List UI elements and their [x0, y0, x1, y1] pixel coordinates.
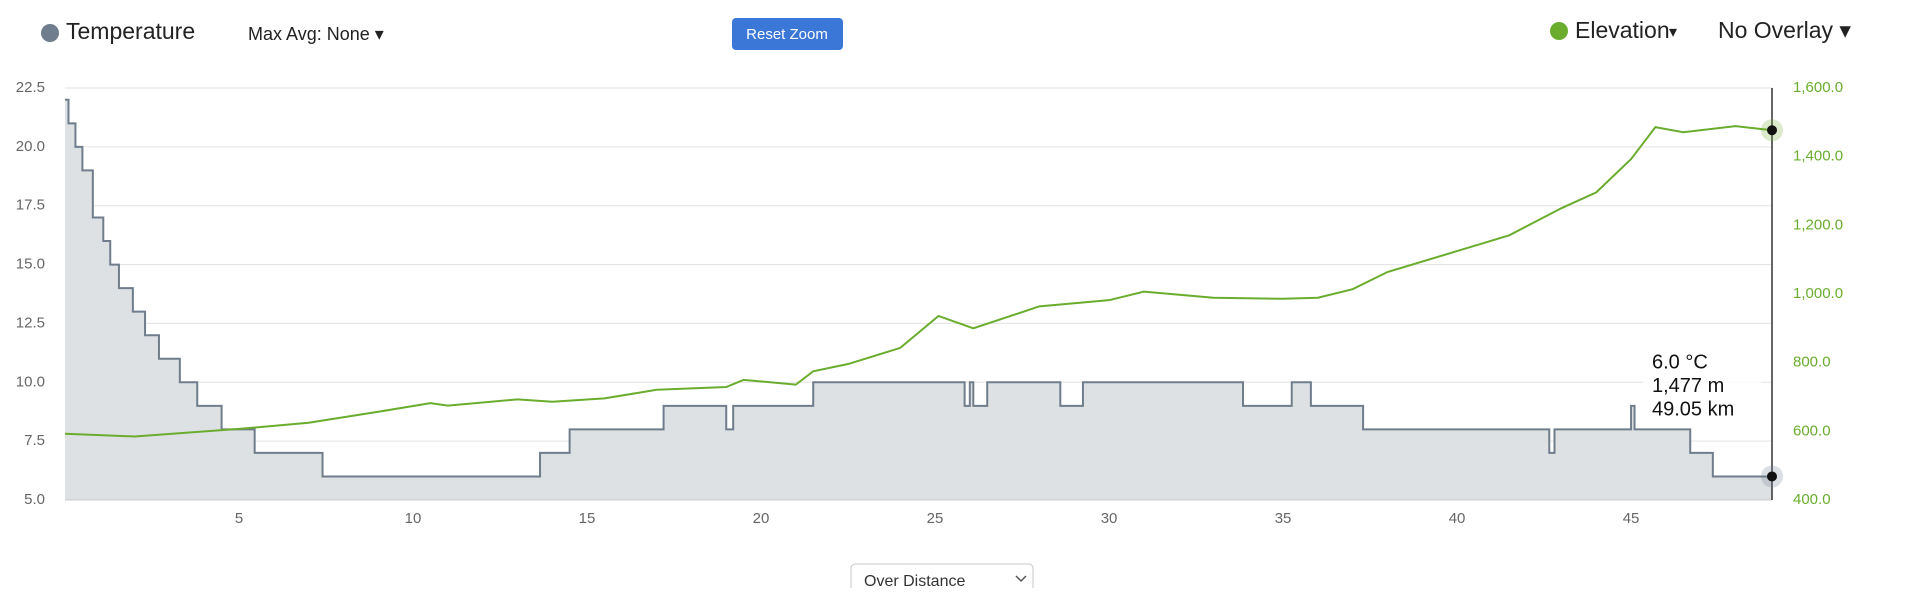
- x-tick-label: 15: [579, 510, 596, 527]
- y2-tick-label: 400.0: [1793, 491, 1831, 508]
- tooltip-bg: [1643, 345, 1761, 427]
- x-tick-label: 5: [235, 510, 243, 527]
- legend-marker: [41, 24, 59, 42]
- line: [65, 98, 1772, 478]
- line: [64, 125, 1773, 438]
- y-tick-label: 10.0: [16, 373, 45, 390]
- overlay-menu[interactable]: No Overlay ▾: [1718, 17, 1851, 43]
- mode-select-label[interactable]: Over Distance: [864, 573, 965, 590]
- legend-label[interactable]: Elevation: [1575, 17, 1670, 43]
- y2-tick-label: 800.0: [1793, 354, 1831, 371]
- tooltip-line: 6.0 °C: [1652, 351, 1708, 373]
- y-tick-label: 20.0: [16, 138, 45, 155]
- hover-point: [1767, 471, 1777, 482]
- x-tick-label: 35: [1275, 510, 1292, 527]
- legend-marker: [1550, 22, 1568, 40]
- mode-select[interactable]: [850, 563, 1034, 593]
- y-tick-label: 22.5: [16, 79, 45, 96]
- y2-tick-label: 1,000.0: [1793, 285, 1843, 302]
- select-arrow: [1015, 575, 1027, 583]
- y2-tick-label: 1,600.0: [1793, 79, 1843, 96]
- legend-label[interactable]: Temperature: [66, 18, 195, 44]
- area: [65, 99, 1772, 501]
- x-tick-label: 30: [1101, 510, 1118, 527]
- tooltip-line: 1,477 m: [1652, 375, 1724, 397]
- y-tick-label: 17.5: [16, 197, 45, 214]
- y-tick-label: 5.0: [24, 491, 45, 508]
- x-tick-label: 40: [1449, 510, 1466, 527]
- x-tick-label: 25: [927, 510, 944, 527]
- max-avg-menu[interactable]: Max Avg: None ▾: [248, 24, 384, 44]
- y2-tick-label: 1,200.0: [1793, 216, 1843, 233]
- y-tick-label: 7.5: [24, 432, 45, 449]
- y2-tick-label: 600.0: [1793, 422, 1831, 439]
- tooltip-line: 49.05 km: [1652, 398, 1734, 420]
- elevation-menu-arrow[interactable]: ▾: [1669, 24, 1677, 41]
- y2-tick-label: 1,400.0: [1793, 148, 1843, 165]
- reset-zoom-label[interactable]: Reset Zoom: [746, 26, 828, 43]
- x-tick-label: 20: [753, 510, 770, 527]
- hover-point: [1767, 125, 1777, 136]
- y-tick-label: 15.0: [16, 256, 45, 273]
- x-tick-label: 45: [1623, 510, 1640, 527]
- x-tick-label: 10: [405, 510, 422, 527]
- reset-zoom-button[interactable]: [732, 18, 843, 50]
- y-tick-label: 12.5: [16, 314, 45, 331]
